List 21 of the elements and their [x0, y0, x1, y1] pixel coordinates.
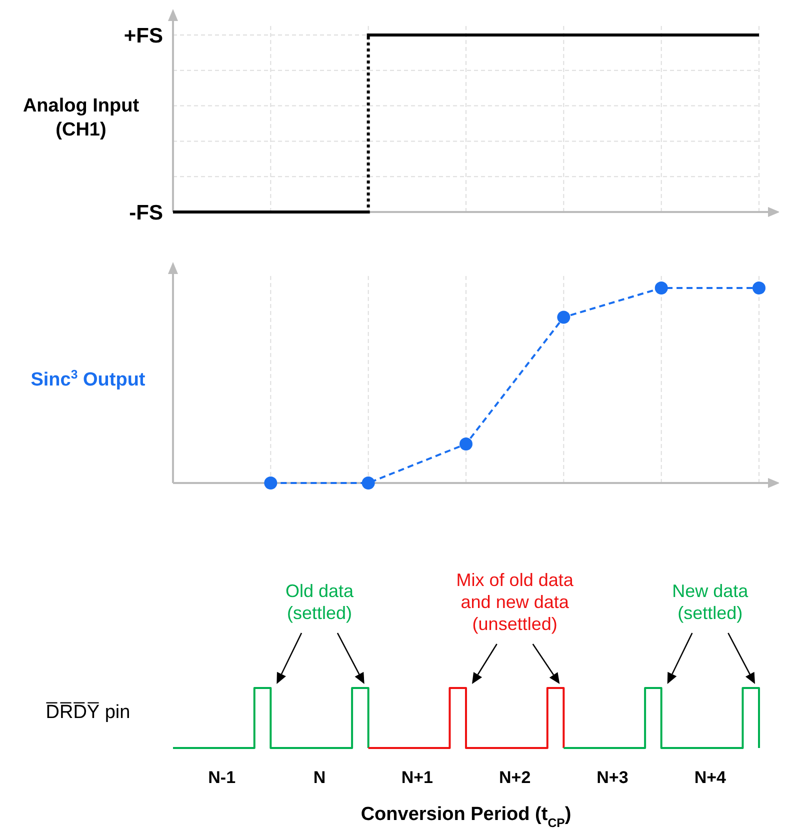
point	[460, 438, 472, 450]
y-axis-title: D̅R̅D̅Y̅ pin	[46, 702, 130, 723]
x-tick-label: N	[313, 768, 326, 787]
text: Mix of old data and new data (unsettled)	[456, 570, 574, 634]
x-tick-label: N+3	[596, 768, 628, 787]
text: -FS	[129, 201, 163, 224]
point	[654, 282, 668, 294]
x-tick-label: N+4	[694, 768, 727, 787]
point	[362, 476, 375, 490]
text: Old data (settled)	[285, 581, 355, 623]
text: +FS	[124, 24, 163, 48]
y-axis-title: Analog Input (CH1)	[22, 96, 140, 140]
x-tick-label: N+2	[498, 768, 531, 787]
point	[264, 476, 278, 490]
x-tick-label: N+1	[401, 768, 434, 787]
x-axis-title: Conversion Period (t$_{CP}$)	[360, 804, 572, 830]
point	[752, 282, 766, 294]
y-axis-title: Sinc$^{3}$ Output	[30, 368, 146, 390]
x-tick-label: N-1	[208, 768, 236, 787]
point	[557, 310, 570, 324]
text: New data (settled)	[672, 581, 750, 623]
